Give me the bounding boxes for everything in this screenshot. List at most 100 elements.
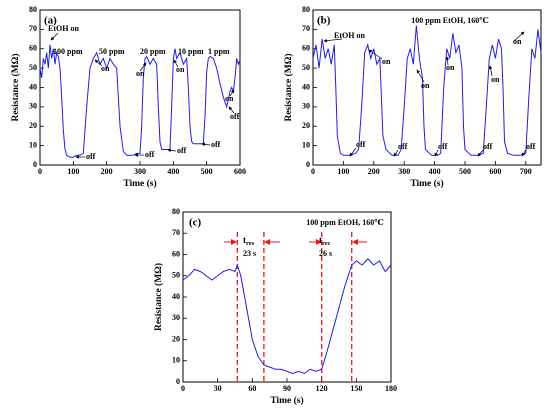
annotation-sub: res — [246, 240, 255, 247]
x-tick-label: 150 — [350, 384, 362, 393]
annotation: 100 ppm — [53, 47, 83, 56]
annotation: 26 s — [319, 249, 332, 258]
x-axis-label: Time (s) — [270, 395, 303, 406]
annotation-arrow — [488, 65, 493, 77]
annotation: (a) — [44, 15, 57, 27]
annotation: on — [225, 94, 234, 103]
y-tick-label: 40 — [29, 82, 37, 91]
y-tick-label: 50 — [302, 63, 310, 72]
x-tick-label: 700 — [520, 167, 532, 176]
annotation: 20 ppm — [140, 47, 166, 56]
x-tick-label: 0 — [181, 384, 185, 393]
y-tick-label: 70 — [302, 24, 310, 33]
x-tick-label: 100 — [337, 167, 349, 176]
y-axis-label: Resistance (MΩ) — [10, 53, 21, 121]
annotation-arrow — [513, 31, 525, 42]
y-tick-label: 0 — [176, 377, 180, 386]
x-tick-label: 500 — [201, 167, 213, 176]
data-line — [312, 25, 542, 156]
x-tick-label: 180 — [385, 384, 397, 393]
y-tick-label: 0 — [33, 160, 37, 169]
annotation-arrow — [393, 149, 399, 157]
y-tick-label: 70 — [29, 24, 37, 33]
x-tick-label: 200 — [368, 167, 380, 176]
y-tick-label: 30 — [172, 313, 180, 322]
y-tick-label: 70 — [172, 228, 180, 237]
annotation: 50 ppm — [99, 47, 125, 56]
annotation-arrow — [368, 49, 383, 60]
y-tick-label: 40 — [172, 292, 180, 301]
annotation: EtOH on — [48, 24, 79, 33]
annotation: off — [177, 146, 187, 155]
annotation-arrow — [94, 59, 103, 67]
y-tick-label: 10 — [29, 140, 37, 149]
annotation: off — [398, 142, 408, 151]
chart: 0 30 60 90 120 150 180 0 10 20 30 40 50 60 70 80 Time (s… — [153, 207, 397, 406]
annotation: off — [145, 150, 155, 159]
x-tick-label: 120 — [316, 384, 328, 393]
annotation: off — [438, 142, 448, 151]
y-tick-label: 80 — [29, 5, 37, 14]
chart: 0 100 200 300 400 500 600 700 0 10 20 30 40 50 60 70 80 T… — [283, 5, 542, 189]
y-tick-label: 30 — [29, 102, 37, 111]
annotation-arrow — [349, 147, 357, 157]
annotation-arrow — [323, 38, 343, 43]
annotation-arrow — [445, 56, 450, 66]
annotation: 1 ppm — [208, 47, 230, 56]
annotation: on — [513, 37, 522, 46]
annotation: 23 s — [243, 249, 256, 258]
annotation: off — [526, 142, 536, 151]
y-tick-label: 80 — [302, 5, 310, 14]
x-tick-label: 60 — [248, 384, 256, 393]
annotation: on — [421, 81, 430, 90]
y-tick-label: 10 — [302, 140, 310, 149]
annotation-main: t — [243, 235, 246, 245]
y-tick-label: 60 — [29, 44, 37, 53]
y-tick-label: 0 — [306, 160, 310, 169]
y-tick-label: 40 — [302, 82, 310, 91]
x-tick-label: 300 — [398, 167, 410, 176]
annotation-arrow — [521, 149, 527, 157]
y-tick-label: 60 — [302, 44, 310, 53]
y-tick-label: 80 — [172, 207, 180, 216]
annotation: on — [382, 57, 391, 66]
y-axis-label: Resistance (MΩ) — [153, 263, 164, 331]
annotation: (b) — [317, 15, 331, 27]
x-tick-label: 400 — [429, 167, 441, 176]
annotation: 100 ppm EtOH, 160℃ — [306, 218, 384, 227]
y-tick-label: 20 — [29, 121, 37, 130]
annotation-arrow — [477, 149, 484, 157]
y-tick-label: 20 — [172, 334, 180, 343]
annotation: (c) — [189, 217, 202, 229]
x-tick-label: 30 — [214, 384, 222, 393]
annotation: EtOH on — [334, 31, 365, 40]
annotation: off — [211, 140, 221, 149]
annotation: tres — [243, 235, 255, 247]
annotation: on — [176, 65, 185, 74]
x-axis-label: Time (s) — [410, 178, 443, 189]
x-tick-label: 100 — [67, 167, 79, 176]
annotation-arrow — [139, 62, 147, 72]
x-tick-label: 600 — [489, 167, 501, 176]
x-tick-label: 500 — [459, 167, 471, 176]
y-axis-label: Resistance (MΩ) — [283, 53, 294, 121]
annotation-main: t — [319, 235, 322, 245]
data-line — [182, 258, 392, 375]
y-tick-label: 50 — [29, 63, 37, 72]
annotation: trec — [319, 235, 331, 247]
annotation: on — [491, 75, 500, 84]
plot-frame — [39, 9, 241, 166]
annotation-arrow — [229, 89, 235, 97]
annotation-arrow — [167, 148, 177, 153]
x-tick-label: 600 — [234, 167, 246, 176]
y-tick-label: 60 — [172, 249, 180, 258]
chart: 0 100 200 300 400 500 600 0 10 20 30 40 50 60 70 80 Time… — [10, 5, 246, 189]
x-tick-label: 300 — [134, 167, 146, 176]
y-tick-label: 50 — [172, 271, 180, 280]
annotation-arrow — [228, 106, 235, 114]
annotation-arrow — [173, 59, 179, 68]
annotation: off — [483, 142, 493, 151]
annotation-arrow — [50, 32, 59, 41]
annotation-arrow — [434, 149, 439, 157]
